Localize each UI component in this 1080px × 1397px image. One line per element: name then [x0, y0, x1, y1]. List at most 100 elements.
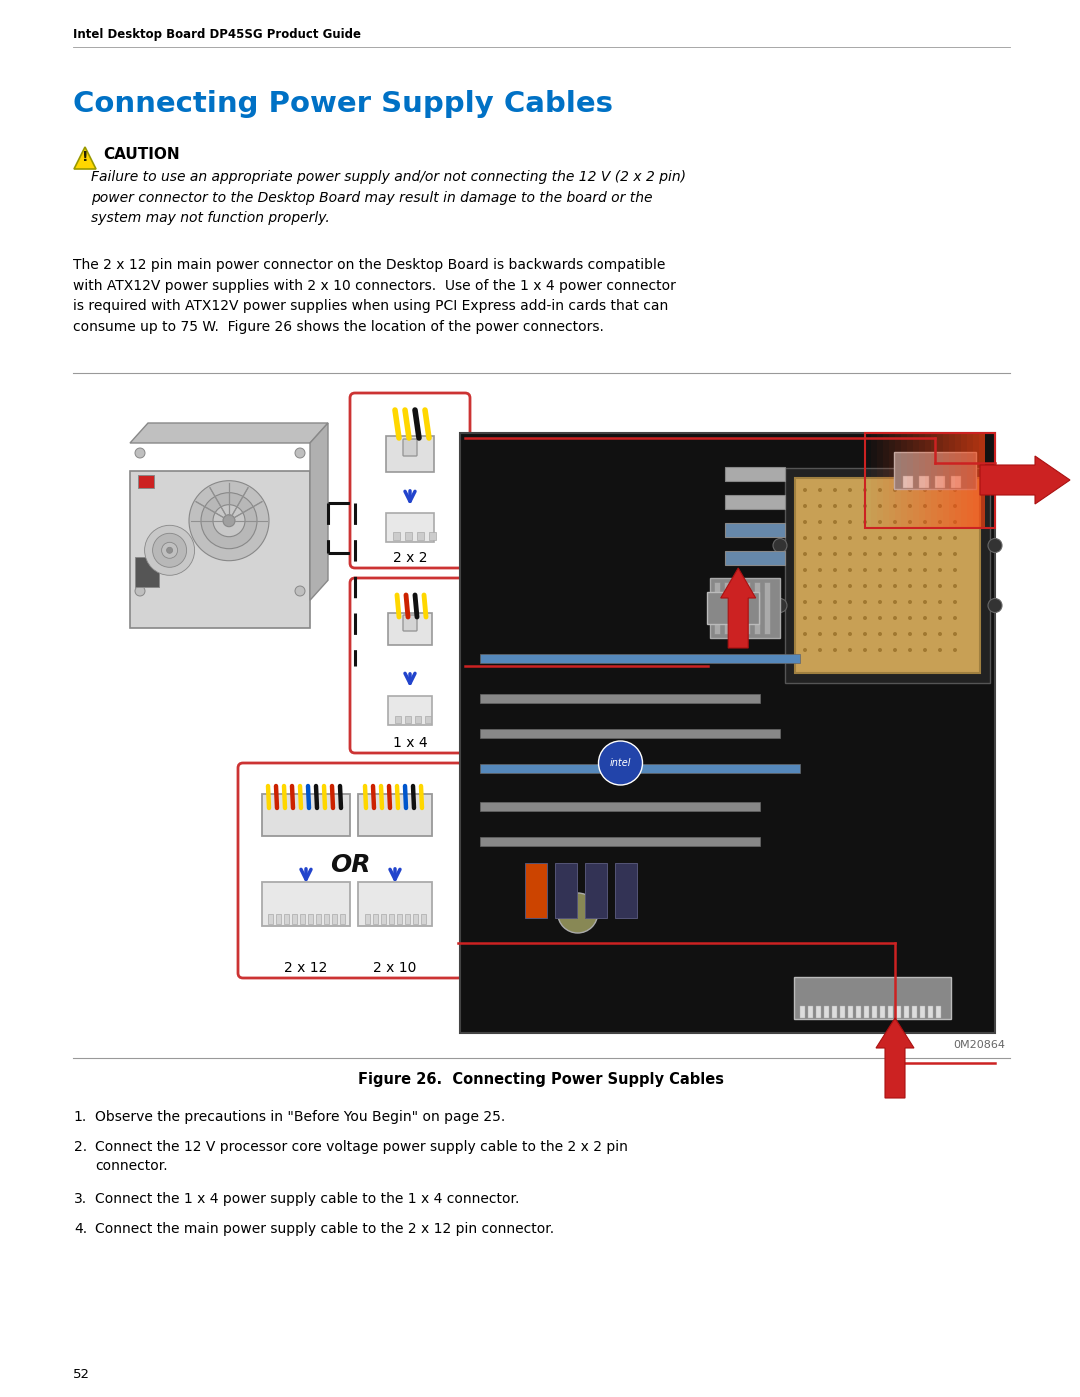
Circle shape	[878, 536, 882, 541]
FancyBboxPatch shape	[130, 471, 310, 629]
FancyBboxPatch shape	[967, 433, 973, 528]
Circle shape	[848, 536, 852, 541]
FancyBboxPatch shape	[405, 914, 410, 923]
Text: 52: 52	[73, 1368, 90, 1382]
FancyBboxPatch shape	[840, 1006, 845, 1018]
Circle shape	[878, 520, 882, 524]
Circle shape	[818, 569, 822, 571]
Circle shape	[939, 488, 942, 492]
FancyArrow shape	[876, 1018, 914, 1098]
Circle shape	[135, 448, 145, 458]
Circle shape	[804, 520, 807, 524]
Circle shape	[923, 488, 927, 492]
Text: intel: intel	[610, 759, 631, 768]
Circle shape	[833, 599, 837, 604]
Circle shape	[953, 536, 957, 541]
Circle shape	[295, 585, 305, 597]
Circle shape	[818, 584, 822, 588]
FancyBboxPatch shape	[480, 694, 760, 703]
FancyBboxPatch shape	[386, 513, 434, 542]
FancyBboxPatch shape	[340, 914, 345, 923]
Circle shape	[833, 552, 837, 556]
FancyBboxPatch shape	[397, 914, 402, 923]
Circle shape	[804, 552, 807, 556]
Circle shape	[923, 631, 927, 636]
Circle shape	[773, 538, 787, 552]
Circle shape	[833, 520, 837, 524]
FancyBboxPatch shape	[785, 468, 990, 683]
Circle shape	[848, 599, 852, 604]
Circle shape	[804, 569, 807, 571]
Circle shape	[893, 520, 897, 524]
FancyBboxPatch shape	[386, 436, 434, 472]
FancyBboxPatch shape	[904, 1006, 909, 1018]
FancyBboxPatch shape	[955, 433, 961, 528]
Circle shape	[893, 599, 897, 604]
Circle shape	[818, 520, 822, 524]
Circle shape	[878, 599, 882, 604]
Circle shape	[923, 552, 927, 556]
FancyBboxPatch shape	[417, 532, 424, 541]
Text: 0M20864: 0M20864	[953, 1039, 1005, 1051]
Circle shape	[923, 584, 927, 588]
Circle shape	[953, 520, 957, 524]
FancyBboxPatch shape	[525, 863, 546, 918]
FancyBboxPatch shape	[714, 583, 720, 634]
FancyBboxPatch shape	[324, 914, 329, 923]
FancyBboxPatch shape	[824, 1006, 829, 1018]
Text: 2 x 12: 2 x 12	[284, 961, 327, 975]
FancyBboxPatch shape	[888, 1006, 893, 1018]
FancyBboxPatch shape	[894, 453, 976, 489]
Circle shape	[848, 584, 852, 588]
Circle shape	[939, 504, 942, 509]
Circle shape	[848, 552, 852, 556]
Circle shape	[145, 525, 194, 576]
Circle shape	[804, 536, 807, 541]
FancyBboxPatch shape	[961, 433, 967, 528]
FancyBboxPatch shape	[880, 1006, 885, 1018]
Circle shape	[988, 598, 1002, 612]
Circle shape	[804, 631, 807, 636]
Circle shape	[908, 552, 912, 556]
FancyBboxPatch shape	[357, 882, 432, 926]
Text: Connect the 1 x 4 power supply cable to the 1 x 4 connector.: Connect the 1 x 4 power supply cable to …	[95, 1192, 519, 1206]
FancyBboxPatch shape	[421, 914, 426, 923]
Circle shape	[848, 488, 852, 492]
Circle shape	[939, 599, 942, 604]
FancyBboxPatch shape	[816, 1006, 821, 1018]
Circle shape	[863, 648, 867, 652]
Circle shape	[848, 648, 852, 652]
Circle shape	[213, 504, 245, 536]
FancyBboxPatch shape	[864, 1006, 869, 1018]
Circle shape	[162, 542, 177, 559]
Circle shape	[953, 631, 957, 636]
Text: Figure 26.  Connecting Power Supply Cables: Figure 26. Connecting Power Supply Cable…	[359, 1071, 725, 1087]
Circle shape	[893, 569, 897, 571]
Text: CAUTION: CAUTION	[103, 147, 179, 162]
FancyBboxPatch shape	[706, 592, 758, 624]
Circle shape	[818, 648, 822, 652]
Circle shape	[953, 552, 957, 556]
FancyBboxPatch shape	[951, 476, 961, 488]
Circle shape	[953, 599, 957, 604]
FancyBboxPatch shape	[725, 467, 785, 481]
Circle shape	[833, 631, 837, 636]
Circle shape	[893, 536, 897, 541]
FancyBboxPatch shape	[276, 914, 281, 923]
FancyBboxPatch shape	[978, 433, 985, 528]
Text: 3.: 3.	[73, 1192, 87, 1206]
FancyBboxPatch shape	[403, 439, 417, 455]
FancyBboxPatch shape	[710, 578, 780, 638]
Circle shape	[804, 599, 807, 604]
FancyBboxPatch shape	[901, 433, 907, 528]
Text: 4.: 4.	[73, 1222, 87, 1236]
FancyBboxPatch shape	[403, 615, 417, 631]
Circle shape	[863, 504, 867, 509]
FancyBboxPatch shape	[912, 1006, 917, 1018]
FancyBboxPatch shape	[919, 433, 924, 528]
FancyBboxPatch shape	[395, 717, 401, 724]
Circle shape	[833, 648, 837, 652]
FancyBboxPatch shape	[949, 433, 955, 528]
FancyBboxPatch shape	[292, 914, 297, 923]
FancyBboxPatch shape	[848, 1006, 853, 1018]
